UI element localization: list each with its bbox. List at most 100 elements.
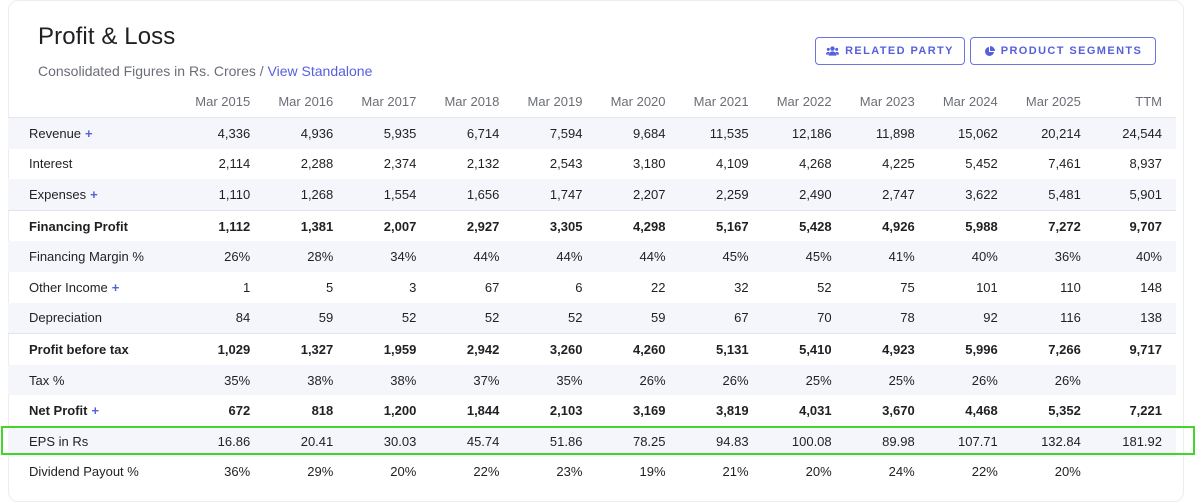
profit-loss-table: Mar 2015 Mar 2016 Mar 2017 Mar 2018 Mar 2019… <box>8 86 1176 487</box>
column-header: Mar 2016 <box>264 86 348 118</box>
table-cell: 9,684 <box>596 117 680 149</box>
table-cell: 5 <box>326 279 334 295</box>
table-cell: 4,468 <box>965 403 998 419</box>
table-cell: 101 <box>976 279 998 295</box>
table-cell: 2,942 <box>430 333 514 365</box>
table-cell: 45% <box>762 241 846 272</box>
row-label-text: Tax % <box>29 372 65 388</box>
table-cell: 5,935 <box>347 117 431 149</box>
table-cell: 4,923 <box>845 333 929 365</box>
column-header: Mar 2019 <box>513 86 597 118</box>
expand-plus-icon[interactable]: + <box>111 279 120 295</box>
table-cell: 2,374 <box>383 156 417 172</box>
table-cell: 5,996 <box>928 333 1012 365</box>
table-body: Revenue +4,336 4,936 5,935 6,714 7,594 9,684 11… <box>8 117 1176 488</box>
row-label-text: Financing Margin % <box>29 249 144 265</box>
table-cell: 4,268 <box>799 156 832 172</box>
table-cell: 2,543 <box>549 156 583 172</box>
row-label-text: Revenue <box>29 125 82 141</box>
table-cell: 1,656 <box>430 179 514 211</box>
related-party-label: RELATED PARTY <box>845 45 954 57</box>
table-cell: 5,131 <box>679 333 763 365</box>
table-cell: 2,207 <box>596 179 680 211</box>
row-label-text: Profit before tax <box>29 341 129 357</box>
expand-plus-icon[interactable]: + <box>91 403 100 419</box>
table-row: Financing Margin % 26% 28% 34% 44% 44% 44% 45% 4… <box>8 241 1176 272</box>
row-label-text: EPS in Rs <box>29 433 89 449</box>
table-cell: 5,901 <box>1094 179 1176 211</box>
table-cell: 4,336 <box>174 117 265 149</box>
column-header: Mar 2025 <box>1011 86 1095 118</box>
table-cell <box>1094 364 1176 396</box>
table-cell: 100.08 <box>762 425 846 457</box>
table-cell: 40% <box>1094 241 1176 272</box>
table-cell: 20% <box>390 464 417 480</box>
table-row: Profit before tax 1,029 1,327 1,959 2,942 3,2… <box>8 333 1176 365</box>
row-label-text: Expenses <box>29 186 87 202</box>
table-cell: 3,622 <box>928 179 1012 211</box>
column-header: Mar 2020 <box>596 86 680 118</box>
view-standalone-link[interactable]: View Standalone <box>267 63 373 79</box>
related-party-button[interactable]: RELATED PARTY <box>815 37 965 65</box>
row-label[interactable]: Net Profit + <box>8 395 174 426</box>
table-cell: 1,110 <box>174 179 265 211</box>
table-cell: 38% <box>264 364 348 396</box>
table-cell: 2,103 <box>549 403 583 419</box>
table-cell: 3,180 <box>632 156 666 172</box>
pie-chart-icon <box>984 45 995 57</box>
table-cell: 1,381 <box>264 209 348 242</box>
table-cell: 1,844 <box>466 403 500 419</box>
column-header: Mar 2015 <box>174 86 265 118</box>
row-label: Tax % <box>8 364 175 396</box>
table-cell: 34% <box>347 241 431 272</box>
row-label[interactable]: Revenue + <box>8 117 175 149</box>
table-cell: 35% <box>174 364 265 396</box>
table-cell: 20% <box>1054 464 1081 480</box>
table-cell: 4,109 <box>716 156 749 172</box>
table-cell: 6,714 <box>430 117 514 149</box>
table-cell: 24% <box>888 464 915 480</box>
table-cell: 2,747 <box>845 179 929 211</box>
table-cell: 132.84 <box>1011 425 1095 457</box>
row-label[interactable]: Expenses + <box>8 179 175 211</box>
table-cell: 78 <box>845 302 929 334</box>
table-cell: 4,298 <box>596 209 680 242</box>
table-cell: 2,114 <box>218 156 251 172</box>
table-cell: 3,305 <box>513 209 597 242</box>
table-cell: 1,200 <box>383 403 417 419</box>
table-cell: 15,062 <box>928 117 1012 149</box>
row-label[interactable]: Other Income + <box>8 272 174 303</box>
table-row: Net Profit +672 818 1,200 1,844 2,103 3,169 3,8… <box>8 395 1176 426</box>
product-segments-button[interactable]: PRODUCT SEGMENTS <box>970 37 1156 65</box>
row-label-text: Net Profit <box>29 403 88 419</box>
table-cell: 1,268 <box>264 179 348 211</box>
table-cell: 26% <box>928 364 1012 396</box>
table-cell: 22% <box>971 464 998 480</box>
users-icon <box>826 46 840 56</box>
table-cell: 1 <box>242 279 251 295</box>
table-row: Interest 2,114 2,288 2,374 2,132 2,543 3,180 4,… <box>8 149 1176 180</box>
table-cell: 5,481 <box>1011 179 1095 211</box>
expand-plus-icon[interactable]: + <box>85 125 93 141</box>
table-cell: 20.41 <box>264 425 348 457</box>
row-label: Profit before tax <box>8 333 175 365</box>
table-cell: 11,535 <box>679 117 763 149</box>
table-cell: 5,410 <box>762 333 846 365</box>
table-cell: 3,260 <box>513 333 597 365</box>
table-cell: 26% <box>596 364 680 396</box>
table-cell: 7,461 <box>1048 156 1081 172</box>
column-header: Mar 2023 <box>845 86 929 118</box>
table-cell: 35% <box>513 364 597 396</box>
table-cell: 5,167 <box>679 209 763 242</box>
table-cell: 1,959 <box>347 333 431 365</box>
table-header-row: Mar 2015 Mar 2016 Mar 2017 Mar 2018 Mar 2019… <box>8 86 1176 118</box>
table-cell: 24,544 <box>1094 117 1176 149</box>
expand-plus-icon[interactable]: + <box>90 186 98 202</box>
table-cell: 9,717 <box>1094 333 1176 365</box>
row-label-text: Other Income <box>29 279 108 295</box>
table-cell: 44% <box>430 241 514 272</box>
table-cell: 181.92 <box>1094 425 1176 457</box>
table-cell: 25% <box>762 364 846 396</box>
table-cell: 22% <box>473 464 500 480</box>
table-cell: 20% <box>805 464 832 480</box>
